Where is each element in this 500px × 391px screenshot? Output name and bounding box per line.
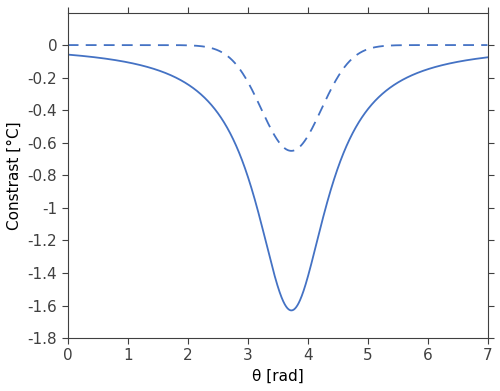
X-axis label: θ [rad]: θ [rad] — [252, 369, 304, 384]
Y-axis label: Constrast [°C]: Constrast [°C] — [7, 121, 22, 230]
